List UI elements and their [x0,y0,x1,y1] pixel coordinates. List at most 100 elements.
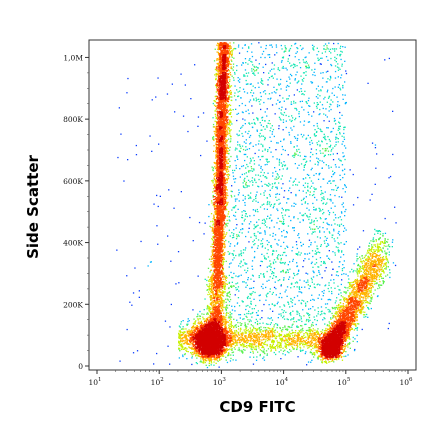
event-point [354,280,356,282]
event-point [215,69,218,72]
event-point [255,66,258,68]
event-point [228,281,231,284]
event-point [335,274,338,276]
event-point [296,139,298,141]
event-point [336,137,338,139]
event-point [231,285,233,288]
event-point [203,309,205,311]
event-point [302,80,304,82]
event-point [233,48,235,50]
event-point [259,341,261,343]
event-point [270,266,272,268]
event-point [255,345,257,347]
event-point [212,169,214,172]
event-point [229,298,232,301]
event-point [305,138,307,140]
event-point [315,88,318,90]
event-point [272,77,274,79]
event-point [342,264,344,266]
event-point [288,76,290,78]
event-point [211,228,214,230]
event-point [333,219,335,221]
event-point [230,63,232,66]
event-point [363,261,365,263]
event-point [276,222,278,224]
event-point [235,329,238,332]
event-point [299,100,301,103]
event-point [249,332,251,334]
event-point [300,88,302,90]
event-point [329,180,331,182]
event-point [264,93,267,95]
event-point [262,283,264,285]
event-point [222,254,224,256]
event-point [210,260,212,263]
event-point [370,287,372,290]
event-point [251,316,253,318]
event-point [330,224,333,226]
event-point [288,276,291,278]
event-point [305,320,308,322]
event-point [306,312,308,314]
event-point [194,348,196,350]
event-point [336,359,338,361]
event-point [252,200,254,202]
event-point [226,361,229,364]
event-point [281,145,283,148]
event-point [334,119,336,122]
event-point [237,77,239,79]
event-point [226,167,228,169]
event-point [379,233,382,235]
event-point [225,316,227,318]
event-point [327,198,329,200]
event-point [252,85,254,87]
event-point [222,229,224,231]
event-point [368,260,370,263]
event-point [303,340,306,342]
event-point [182,343,184,345]
event-point [260,124,262,126]
event-point [320,190,323,192]
event-point [323,317,325,319]
event-point [264,336,266,338]
event-point [356,258,358,260]
event-point [317,338,319,340]
event-point [240,127,242,129]
event-point [263,334,265,336]
event-point [333,94,335,96]
event-point [295,42,297,45]
event-point [238,235,240,237]
event-point [333,189,335,191]
event-point [250,287,253,289]
event-point [282,339,284,341]
event-point [235,218,237,220]
event-point [252,68,255,70]
event-point [300,302,302,304]
event-point [287,335,289,337]
event-point [235,289,237,291]
event-point [254,179,256,182]
event-point [316,102,318,104]
event-point [272,334,274,336]
event-point [237,91,239,93]
event-point [339,111,341,114]
event-point [288,115,290,118]
event-point [288,331,291,333]
event-point [238,275,240,277]
event-point [199,322,201,324]
event-point [208,215,210,218]
event-point [272,346,274,349]
event-point [319,314,322,316]
event-point [289,342,291,344]
event-point [245,286,247,288]
event-point [342,296,344,298]
event-point [337,357,339,359]
event-point [274,332,276,334]
event-point [209,280,211,283]
event-point [286,245,288,247]
event-point [299,62,301,64]
event-point [232,334,235,337]
event-point [247,132,249,135]
event-point [208,306,210,308]
event-point [228,158,230,160]
